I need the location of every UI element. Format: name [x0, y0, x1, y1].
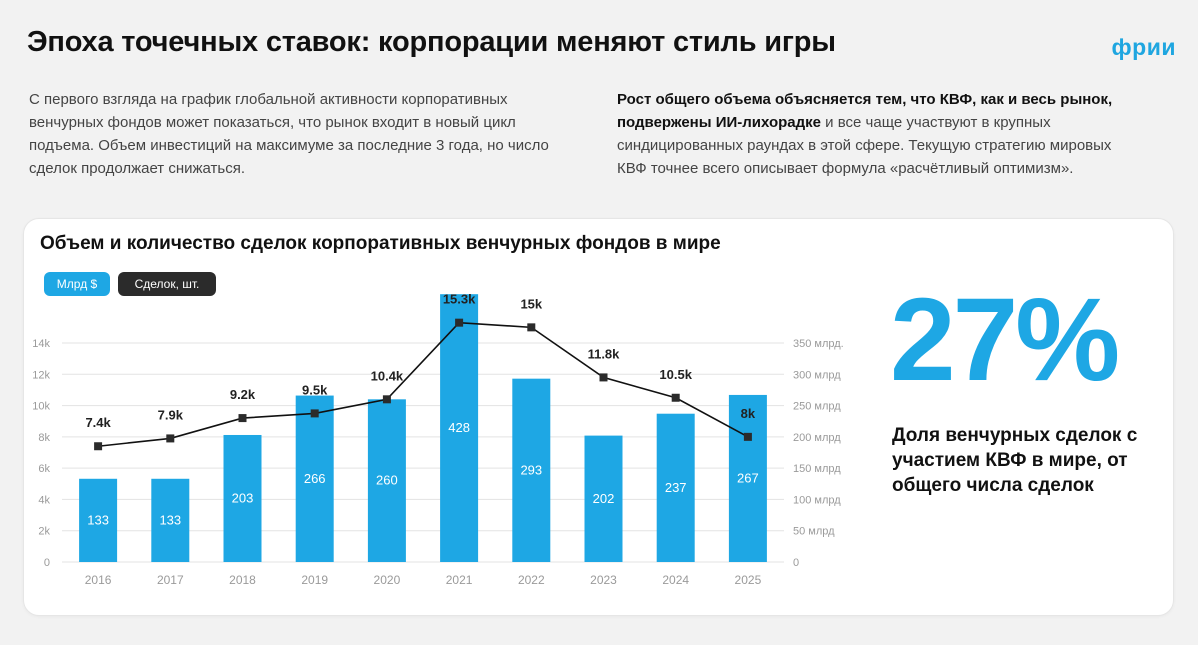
deals-value-label: 7.4k [85, 415, 111, 430]
deals-value-label: 11.8k [588, 346, 621, 361]
deals-value-label: 7.9k [158, 407, 184, 422]
x-tick-label: 2025 [735, 573, 762, 587]
chart-title: Объем и количество сделок корпоративных … [40, 233, 721, 254]
right-tick-label: 0 [793, 557, 799, 569]
intro-right-rest: и все чаще участвуют в крупных синдициро… [617, 114, 1112, 177]
left-tick-label: 2k [38, 526, 50, 538]
right-tick-label: 200 млрд [793, 432, 841, 444]
chart-card: Объем и количество сделок корпоративных … [23, 218, 1174, 616]
x-tick-label: 2019 [301, 573, 328, 587]
deals-point [743, 432, 752, 441]
right-tick-label: 250 млрд [793, 401, 841, 413]
bar [79, 478, 118, 562]
bar [367, 399, 406, 562]
intro-left-text: С первого взгляда на график глобальной а… [29, 91, 549, 177]
left-tick-label: 0 [44, 557, 50, 569]
deals-value-label: 9.2k [230, 387, 256, 402]
left-tick-label: 6k [38, 463, 50, 475]
deals-point [455, 318, 464, 327]
deals-point [527, 323, 536, 332]
bar-value-label: 237 [665, 480, 687, 495]
x-tick-label: 2020 [374, 573, 401, 587]
left-tick-label: 8k [38, 432, 50, 444]
bar-value-label: 133 [159, 512, 181, 527]
bar-value-label: 202 [593, 491, 615, 506]
bar-value-label: 203 [232, 490, 254, 505]
bar [440, 294, 479, 562]
deals-line [98, 321, 749, 448]
deals-point [166, 434, 175, 443]
deals-value-label: 8k [741, 406, 756, 421]
stat-value: 27% [890, 274, 1120, 406]
right-tick-label: 150 млрд [793, 463, 841, 475]
bar-value-label: 260 [376, 473, 398, 488]
deals-point [382, 395, 391, 404]
bar-value-label: 293 [520, 462, 542, 477]
intro-right-text: Рост общего объема объясняется тем, что … [617, 88, 1137, 180]
right-tick-label: 300 млрд [793, 369, 841, 381]
bar [295, 395, 334, 562]
deals-point [310, 409, 319, 418]
page-title: Эпоха точечных ставок: корпорации меняют… [27, 26, 836, 58]
right-tick-label: 50 млрд [793, 526, 835, 538]
legend-deals-chip[interactable]: Сделок, шт. [118, 272, 216, 296]
bar-value-label: 133 [87, 512, 109, 527]
intro-right-bold: Рост общего объема объясняется тем, что … [617, 91, 1113, 131]
right-tick-label: 350 млрд. [793, 338, 844, 350]
x-tick-label: 2023 [590, 573, 617, 587]
bar [151, 478, 190, 562]
bar-value-label: 266 [304, 471, 326, 486]
left-tick-label: 12k [32, 369, 50, 381]
bar [223, 434, 262, 562]
legend-amount-chip[interactable]: Млрд $ [44, 272, 110, 296]
deals-value-label: 15.3k [443, 292, 476, 307]
deals-value-label: 9.5k [302, 382, 328, 397]
x-tick-label: 2021 [446, 573, 473, 587]
deals-value-label: 10.5k [659, 367, 692, 382]
deals-value-label: 10.4k [371, 368, 404, 383]
deals-value-label: 15k [520, 296, 542, 311]
left-tick-label: 4k [38, 494, 50, 506]
bar [728, 394, 767, 562]
x-tick-label: 2017 [157, 573, 184, 587]
x-tick-label: 2024 [662, 573, 689, 587]
x-tick-label: 2018 [229, 573, 256, 587]
bar [584, 435, 623, 562]
x-tick-label: 2016 [85, 573, 112, 587]
brand-logo[interactable]: фрии [1111, 34, 1176, 60]
left-tick-label: 10k [32, 401, 50, 413]
bar-value-label: 428 [448, 420, 470, 435]
bar-value-label: 267 [737, 470, 759, 485]
deals-point [238, 414, 247, 423]
combo-chart: 0 2k 4k 6k 8k 10k 12k 14k 0 50 млрд 100 млрд 150 мл… [32, 292, 844, 587]
deals-point [599, 373, 608, 382]
left-tick-label: 14k [32, 338, 50, 350]
deals-point [94, 442, 103, 451]
stat-caption: Доля венчурных сделок с участием КВФ в м… [892, 425, 1138, 496]
bar [656, 413, 695, 562]
deals-point [671, 393, 680, 402]
right-tick-label: 100 млрд [793, 494, 841, 506]
bar [512, 378, 551, 562]
x-tick-label: 2022 [518, 573, 545, 587]
